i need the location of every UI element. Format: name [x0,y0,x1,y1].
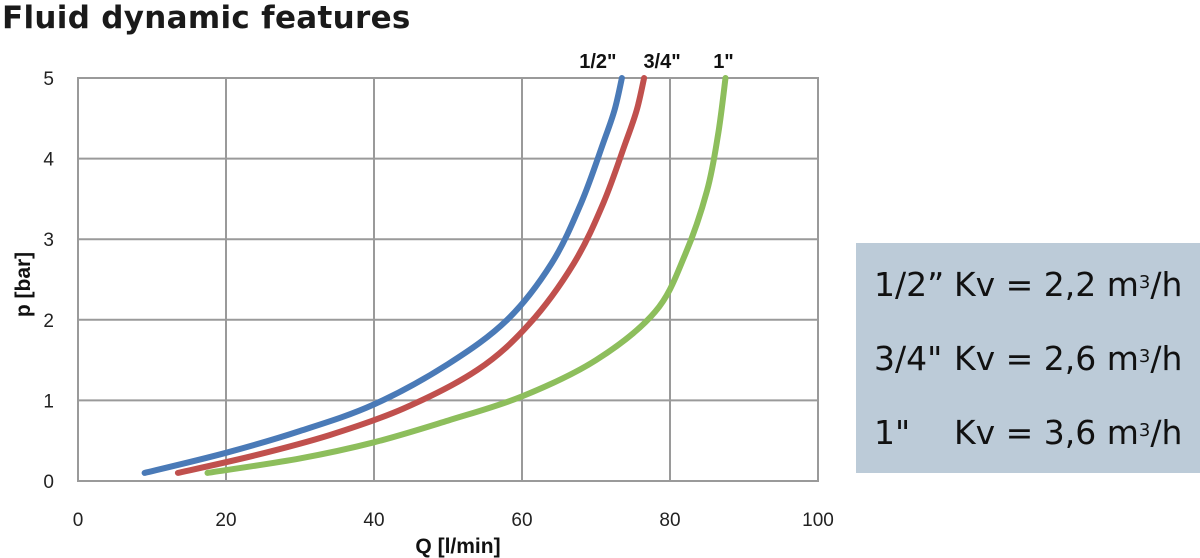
kv-info-box: 1/2” Kv = 2,2 m3/h 3/4" Kv = 2,6 m3/h 1" Kv… [856,243,1200,473]
x-tick-label: 0 [73,510,84,531]
x-tick-label: 80 [659,510,680,531]
kv-formula: Kv = 2,6 m [954,339,1139,378]
y-tick-label: 3 [43,230,54,251]
kv-row: 1" Kv = 3,6 m3/h [874,413,1182,452]
x-tick-label: 20 [215,510,236,531]
kv-row: 3/4" Kv = 2,6 m3/h [874,339,1182,378]
series-label: 3/4" [643,51,680,73]
kv-unit: /h [1150,413,1183,452]
series-label: 1/2" [579,51,616,73]
kv-size: 3/4" [874,339,943,378]
y-axis-label: p [bar] [12,252,35,317]
series-labels: 1/2" 3/4" 1" [579,51,734,73]
series-line [174,75,648,476]
series-label: 1" [713,51,734,73]
y-tick-label: 5 [43,69,54,90]
grid [77,77,819,482]
kv-row: 1/2” Kv = 2,2 m3/h [874,265,1182,304]
kv-exponent: 3 [1138,272,1151,293]
kv-formula: Kv = 2,2 m [954,265,1139,304]
y-tick-label: 1 [43,391,54,412]
kv-unit: /h [1150,265,1183,304]
series-line [204,75,729,476]
kv-exponent: 3 [1138,346,1151,367]
kv-formula: Kv = 3,6 m [954,413,1139,452]
kv-exponent: 3 [1138,420,1151,441]
kv-size: 1" [874,413,911,452]
x-tick-label: 100 [802,510,834,531]
series-lines [141,75,729,476]
x-tick-label: 40 [363,510,384,531]
y-tick-label: 2 [43,311,54,332]
kv-unit: /h [1150,339,1183,378]
chart-title: Fluid dynamic features [2,0,411,36]
x-axis-label: Q [l/min] [415,535,500,558]
x-tick-label: 60 [511,510,532,531]
series-line [141,75,625,476]
y-tick-label: 4 [43,150,54,171]
tick-labels: 0 20 40 60 80 100 0 1 2 3 4 5 [43,69,833,531]
kv-size: 1/2” [874,265,945,304]
y-tick-label: 0 [43,472,54,493]
